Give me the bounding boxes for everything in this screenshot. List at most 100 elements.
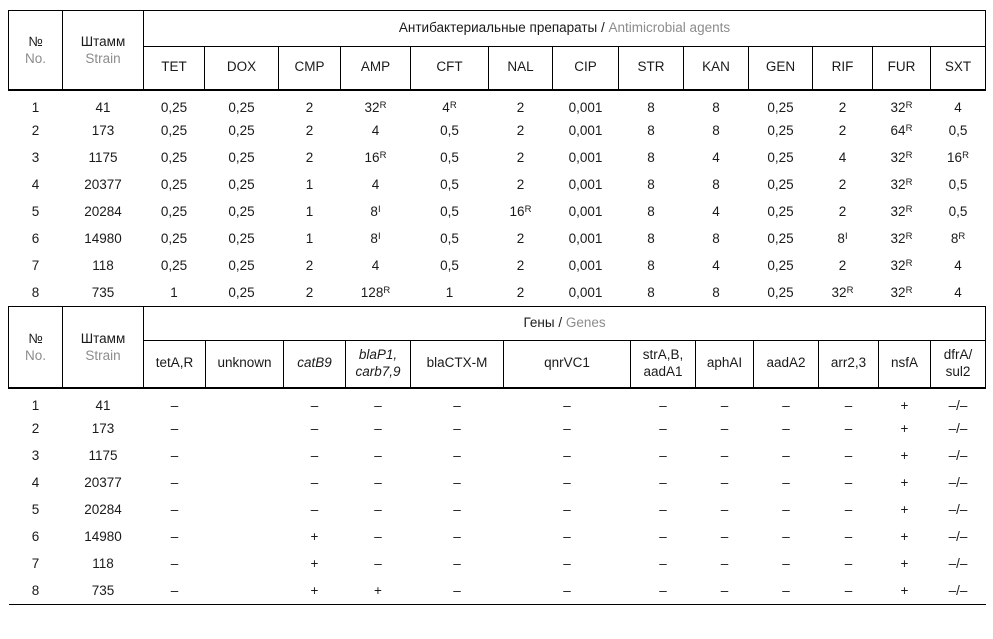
strain-id: 118	[92, 556, 114, 571]
strain-id: 735	[91, 582, 115, 598]
row-number: 2	[31, 122, 40, 138]
mic-value-cell: 0,001	[568, 149, 603, 165]
mic-value-cell: 32R	[890, 257, 913, 273]
mic-value-cell: 16R	[364, 149, 387, 165]
mic-value-cell: 0,25	[767, 284, 794, 300]
gene-presence-cell: –	[563, 475, 571, 490]
mic-value-cell: 8	[712, 230, 720, 246]
gene-presence-cell: –	[659, 398, 667, 413]
strain-id: 14980	[84, 230, 122, 246]
gene-presence-cell: –	[782, 448, 790, 463]
genes-table-body: 1 41 – – – – – – – – – + –/– 2 173 – – – – – – – – – + –/– 3 1175 – –…	[9, 388, 986, 604]
gene-presence-cell: –	[374, 398, 382, 413]
strain-column-header: Штамм Strain	[62, 305, 144, 389]
row-number: 1	[31, 398, 40, 413]
mic-value-cell: 0,25	[767, 203, 794, 219]
row-number: 7	[31, 556, 40, 571]
gene-presence-cell: –	[453, 582, 461, 598]
gene-presence-cell: –	[170, 421, 179, 436]
group-label-en: Genes	[565, 314, 606, 330]
row-number: 6	[31, 230, 40, 246]
gene-presence-cell: –	[374, 421, 382, 436]
mic-value-cell: 4	[712, 149, 720, 165]
mic-value-cell: 2	[305, 122, 314, 138]
table-row: 3 1175 0,25 0,25 2 16R 0,5 2 0,001 8 4 0,25 4 32R 16R	[9, 144, 986, 171]
gene-presence-cell: –	[563, 582, 571, 598]
mic-value-cell: 1	[305, 203, 314, 219]
mic-value-cell: 0,5	[948, 176, 968, 192]
row-number: 4	[31, 475, 40, 490]
mic-value-cell: 0,25	[228, 230, 255, 246]
strain-id: 41	[95, 99, 111, 115]
gene-presence-cell	[206, 415, 284, 442]
gene-presence-cell: –	[720, 502, 729, 517]
mic-value-cell: 0,25	[160, 203, 188, 219]
mic-value-cell: 0,5	[440, 257, 459, 273]
gene-presence-cell: –	[720, 556, 729, 571]
column-header-str: STR	[618, 46, 684, 90]
gene-presence-cell	[206, 496, 284, 523]
column-header-qnrvc1: qnrVC1	[503, 339, 631, 389]
column-header-nsfa: nsfA	[878, 339, 931, 389]
mic-value-cell: 1	[305, 176, 314, 192]
gene-presence-cell: –	[844, 448, 853, 463]
column-header-teta-r: tetA,R	[143, 339, 206, 389]
mic-value-cell: 1	[170, 284, 178, 300]
column-header-gen: GEN	[748, 46, 813, 90]
gene-presence-cell: –	[374, 502, 382, 517]
strain-id: 20377	[84, 475, 122, 490]
mic-value-cell: 0,25	[767, 122, 794, 138]
mic-value-cell: 2	[516, 284, 525, 300]
gene-presence-cell: –	[374, 475, 382, 490]
mic-value-cell: 32R	[890, 149, 913, 165]
column-header-nal: NAL	[488, 46, 553, 90]
gene-presence-cell: –	[310, 475, 319, 490]
gene-presence-cell: –	[720, 582, 729, 598]
gene-presence-cell: –/–	[948, 421, 968, 436]
mic-value-cell: 0,001	[568, 230, 603, 246]
column-header-stra-b-aada1: strA,B, aadA1	[630, 339, 696, 389]
mic-value-cell: 0,001	[568, 122, 603, 138]
mic-value-cell: 2	[838, 176, 847, 192]
strain-id: 20377	[84, 176, 122, 192]
mic-value-cell: 0,001	[568, 284, 603, 300]
gene-presence-cell: –	[453, 502, 461, 517]
row-number: 5	[31, 203, 40, 219]
gene-presence-cell: +	[900, 529, 909, 544]
gene-presence-cell: –	[563, 398, 571, 413]
gene-presence-cell: –/–	[948, 502, 968, 517]
strain-id: 14980	[84, 529, 122, 544]
gene-presence-cell: –	[782, 475, 790, 490]
mic-value-cell: 0,25	[767, 176, 794, 192]
mic-value-cell: 0,25	[228, 176, 255, 192]
gene-presence-cell: –	[453, 529, 461, 544]
mic-value-cell: 4	[371, 257, 380, 273]
mic-value-cell: 4	[954, 99, 962, 115]
mic-value-cell: 128R	[360, 284, 391, 300]
gene-presence-cell: –	[310, 502, 319, 517]
gene-presence-cell: –	[170, 448, 179, 463]
mic-value-cell: 2	[516, 230, 525, 246]
row-number: 8	[31, 582, 40, 598]
table-row: 1 41 – – – – – – – – – + –/–	[9, 388, 986, 415]
gene-presence-cell: –	[659, 582, 667, 598]
column-header-unknown: unknown	[205, 339, 284, 389]
row-number: 5	[31, 502, 40, 517]
table-row: 8 735 1 0,25 2 128R 1 2 0,001 8 8 0,25 32R 32R 4	[9, 279, 986, 306]
gene-presence-cell: –	[782, 582, 790, 598]
table-row: 1 41 0,25 0,25 2 32R 4R 2 0,001 8 8 0,25 2 32R 4	[9, 90, 986, 117]
mic-value-cell: 8	[647, 230, 655, 246]
gene-presence-cell: –	[453, 398, 461, 413]
mic-value-cell: 2	[305, 99, 314, 115]
gene-presence-cell: –	[782, 421, 790, 436]
mic-value-cell: 8	[647, 257, 655, 273]
mic-value-cell: 8I	[370, 203, 381, 219]
mic-value-cell: 32R	[890, 230, 913, 246]
mic-value-cell: 0,5	[440, 176, 459, 192]
mic-value-cell: 0,5	[440, 149, 459, 165]
gene-presence-cell: –	[720, 529, 729, 544]
mic-value-cell: 2	[838, 203, 847, 219]
gene-presence-cell	[206, 469, 284, 496]
mic-value-cell: 0,25	[767, 99, 794, 115]
mic-value-cell: 8	[712, 284, 720, 300]
